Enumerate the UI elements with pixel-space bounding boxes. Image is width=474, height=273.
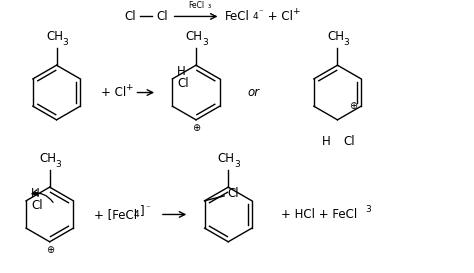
Text: 4: 4	[253, 12, 258, 21]
Text: 3: 3	[234, 160, 240, 169]
Text: Cl: Cl	[227, 188, 238, 200]
Text: ]: ]	[139, 204, 144, 217]
Text: Cl: Cl	[156, 10, 168, 23]
Text: 3: 3	[202, 38, 208, 47]
Text: ⊕: ⊕	[192, 123, 200, 133]
Text: 3: 3	[365, 206, 371, 215]
Text: ⁻: ⁻	[146, 204, 150, 213]
Text: Cl: Cl	[343, 135, 355, 149]
Text: CH: CH	[327, 30, 344, 43]
Text: ⊕: ⊕	[349, 101, 357, 111]
Text: Cl: Cl	[31, 199, 43, 212]
Text: FeCl: FeCl	[188, 1, 204, 10]
Text: +: +	[125, 83, 132, 92]
Text: ⁻: ⁻	[258, 8, 263, 17]
Text: H: H	[177, 65, 186, 78]
Text: +: +	[292, 7, 299, 16]
Text: CH: CH	[39, 152, 56, 165]
Text: + HCl + FeCl: + HCl + FeCl	[281, 208, 357, 221]
Text: CH: CH	[186, 30, 202, 43]
Text: + Cl: + Cl	[264, 10, 293, 23]
Text: 4: 4	[134, 210, 139, 219]
Text: ₃: ₃	[207, 1, 210, 10]
Text: or: or	[248, 86, 260, 99]
Text: CH: CH	[218, 152, 235, 165]
Text: FeCl: FeCl	[225, 10, 250, 23]
Text: + Cl: + Cl	[101, 86, 127, 99]
Text: H: H	[31, 186, 40, 200]
Text: 3: 3	[55, 160, 61, 169]
Text: Cl: Cl	[177, 77, 189, 90]
Text: H: H	[321, 135, 330, 149]
Text: + [FeCl: + [FeCl	[93, 208, 137, 221]
Text: 3: 3	[63, 38, 68, 47]
Text: Cl: Cl	[125, 10, 137, 23]
Text: 3: 3	[343, 38, 349, 47]
Text: CH: CH	[46, 30, 63, 43]
Text: ⊕: ⊕	[46, 245, 54, 255]
